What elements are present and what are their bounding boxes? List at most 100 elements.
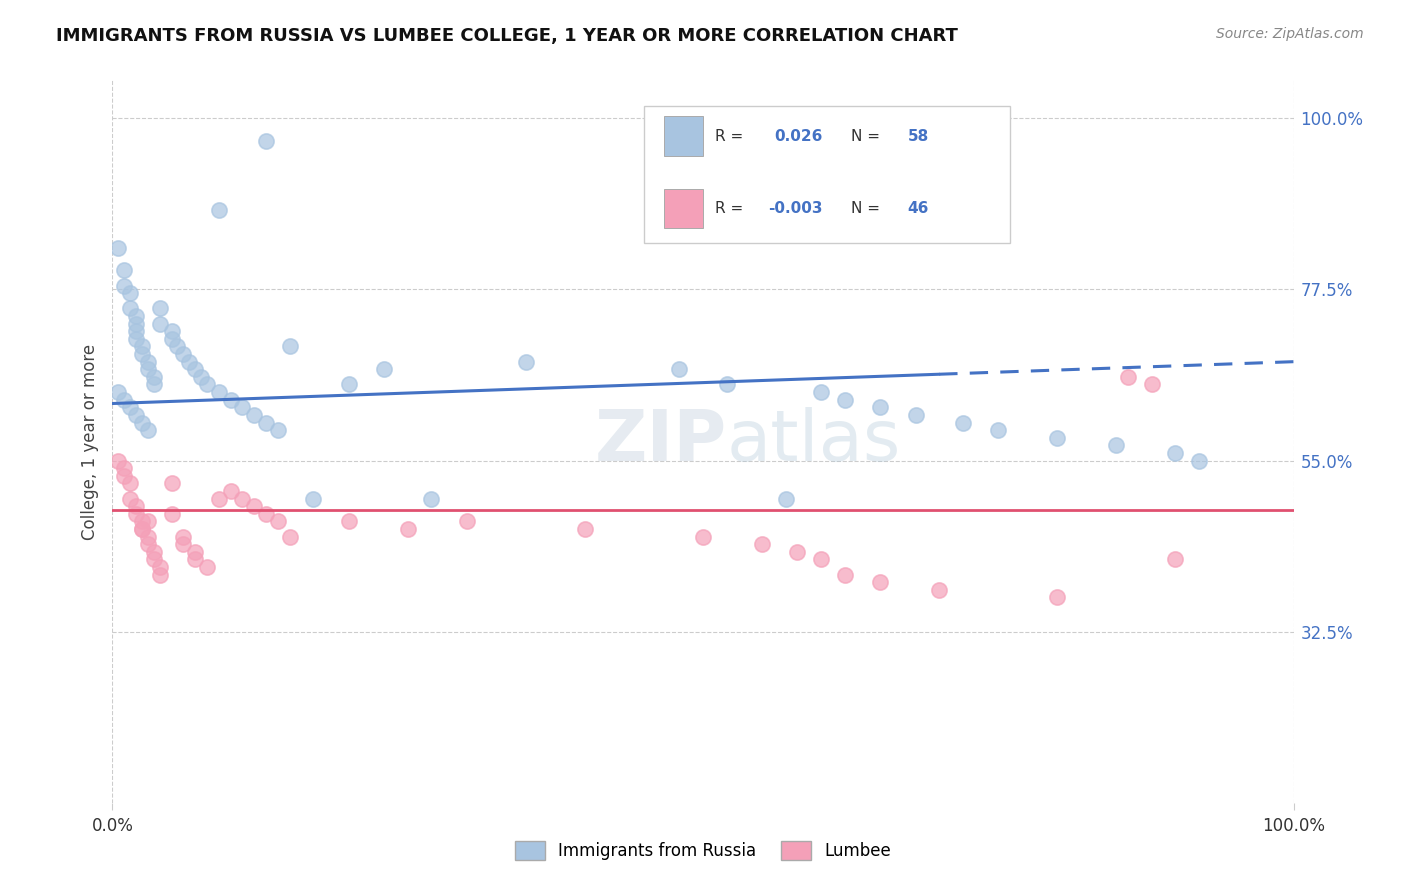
Point: [184, 545, 207, 559]
Point: [302, 491, 325, 506]
Point: [112, 278, 135, 293]
Text: atlas: atlas: [727, 407, 901, 476]
Point: [172, 530, 194, 544]
Point: [142, 552, 165, 566]
Point: [172, 347, 194, 361]
Point: [149, 301, 172, 316]
Point: [1116, 370, 1139, 384]
Point: [834, 567, 856, 582]
Point: [125, 324, 148, 338]
Point: [337, 377, 360, 392]
Text: 0.026: 0.026: [773, 128, 823, 144]
Point: [1164, 446, 1187, 460]
Point: [904, 408, 927, 422]
Point: [184, 362, 207, 376]
Point: [136, 354, 159, 368]
Point: [125, 408, 148, 422]
Point: [869, 575, 891, 590]
Point: [120, 301, 142, 316]
Point: [278, 530, 301, 544]
Point: [373, 362, 395, 376]
Point: [243, 408, 266, 422]
Text: 46: 46: [907, 201, 929, 216]
Point: [928, 582, 950, 597]
Point: [160, 332, 183, 346]
Point: [810, 552, 832, 566]
Point: [952, 416, 974, 430]
Point: [1046, 431, 1069, 445]
Point: [219, 392, 242, 407]
Point: [515, 354, 537, 368]
Point: [231, 401, 253, 415]
Point: [112, 392, 135, 407]
Point: [219, 483, 242, 498]
Point: [125, 317, 148, 331]
Point: [1188, 453, 1211, 467]
Point: [120, 491, 142, 506]
Point: [107, 241, 129, 255]
Point: [160, 507, 183, 521]
Point: [131, 339, 153, 353]
Point: [456, 515, 478, 529]
Point: [125, 507, 148, 521]
Point: [396, 522, 419, 536]
Point: [1105, 438, 1128, 452]
Point: [142, 370, 165, 384]
Point: [668, 362, 690, 376]
Point: [136, 530, 159, 544]
Y-axis label: College, 1 year or more: College, 1 year or more: [80, 343, 98, 540]
Point: [987, 423, 1010, 437]
Point: [574, 522, 596, 536]
Point: [254, 507, 277, 521]
Point: [149, 567, 172, 582]
Point: [131, 347, 153, 361]
Point: [208, 202, 231, 217]
Text: Source: ZipAtlas.com: Source: ZipAtlas.com: [1216, 27, 1364, 41]
Point: [254, 416, 277, 430]
Point: [195, 377, 218, 392]
Text: N =: N =: [851, 128, 880, 144]
Point: [131, 416, 153, 430]
Point: [136, 362, 159, 376]
Point: [136, 537, 159, 551]
Point: [278, 339, 301, 353]
Point: [420, 491, 443, 506]
Point: [149, 317, 172, 331]
Point: [107, 385, 129, 400]
Text: ZIP: ZIP: [595, 407, 727, 476]
Point: [136, 515, 159, 529]
Point: [267, 423, 290, 437]
FancyBboxPatch shape: [664, 188, 703, 228]
Text: 58: 58: [907, 128, 928, 144]
Point: [125, 332, 148, 346]
Legend: Immigrants from Russia, Lumbee: Immigrants from Russia, Lumbee: [508, 835, 898, 867]
Point: [1164, 552, 1187, 566]
Point: [172, 537, 194, 551]
Text: IMMIGRANTS FROM RUSSIA VS LUMBEE COLLEGE, 1 YEAR OR MORE CORRELATION CHART: IMMIGRANTS FROM RUSSIA VS LUMBEE COLLEGE…: [56, 27, 957, 45]
Point: [195, 560, 218, 574]
Point: [160, 324, 183, 338]
Point: [1140, 377, 1163, 392]
Point: [120, 476, 142, 491]
Point: [243, 499, 266, 513]
Point: [131, 515, 153, 529]
Point: [337, 515, 360, 529]
Point: [136, 423, 159, 437]
Point: [125, 309, 148, 323]
Point: [751, 537, 773, 551]
Point: [810, 385, 832, 400]
Point: [775, 491, 797, 506]
Point: [190, 370, 212, 384]
Point: [208, 491, 231, 506]
Point: [869, 401, 891, 415]
Text: R =: R =: [714, 201, 742, 216]
Point: [125, 499, 148, 513]
FancyBboxPatch shape: [664, 116, 703, 156]
FancyBboxPatch shape: [644, 105, 1010, 243]
Point: [692, 530, 714, 544]
Point: [131, 522, 153, 536]
Text: N =: N =: [851, 201, 880, 216]
Point: [1046, 591, 1069, 605]
Point: [231, 491, 253, 506]
Point: [149, 560, 172, 574]
